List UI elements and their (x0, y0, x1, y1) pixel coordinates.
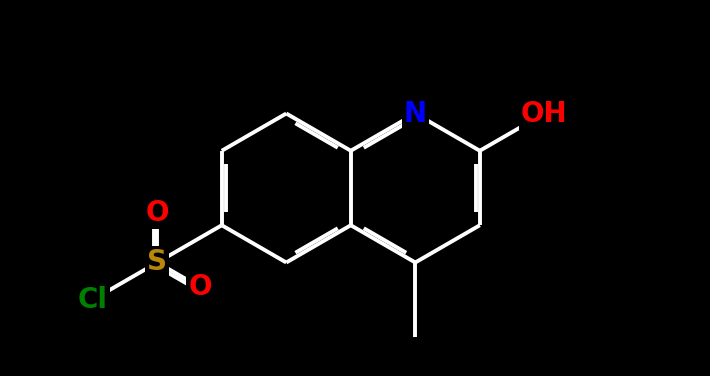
Text: Cl: Cl (78, 286, 108, 314)
Text: OH: OH (521, 100, 567, 127)
Text: O: O (146, 199, 169, 227)
Text: N: N (404, 100, 427, 127)
Text: O: O (189, 273, 212, 301)
Text: S: S (147, 249, 168, 276)
